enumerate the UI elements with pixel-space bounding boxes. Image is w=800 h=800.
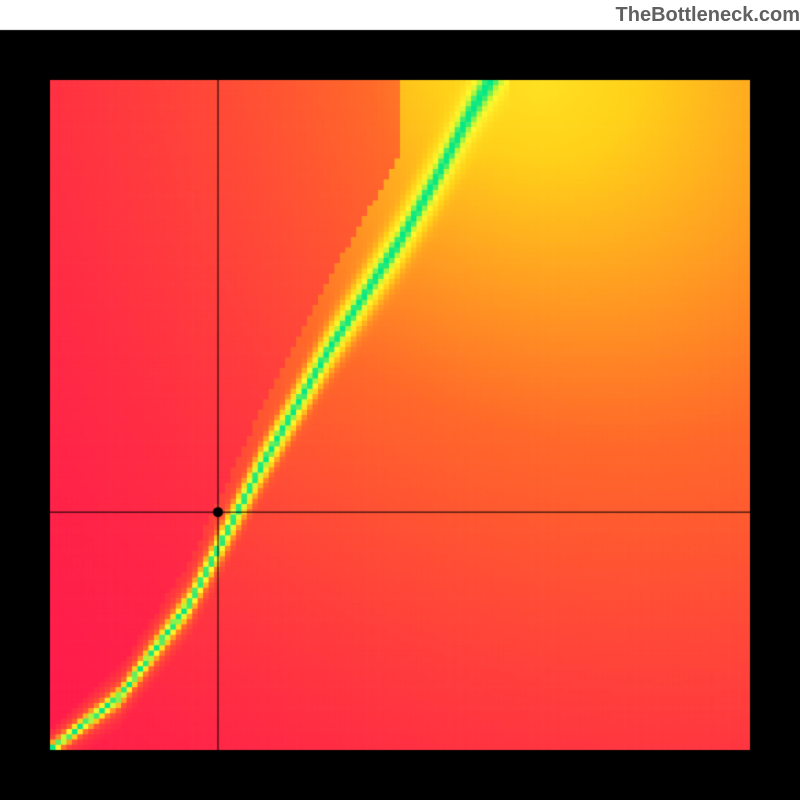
bottleneck-heatmap bbox=[0, 0, 800, 800]
figure-container: TheBottleneck.com bbox=[0, 0, 800, 800]
watermark-text: TheBottleneck.com bbox=[616, 4, 800, 27]
